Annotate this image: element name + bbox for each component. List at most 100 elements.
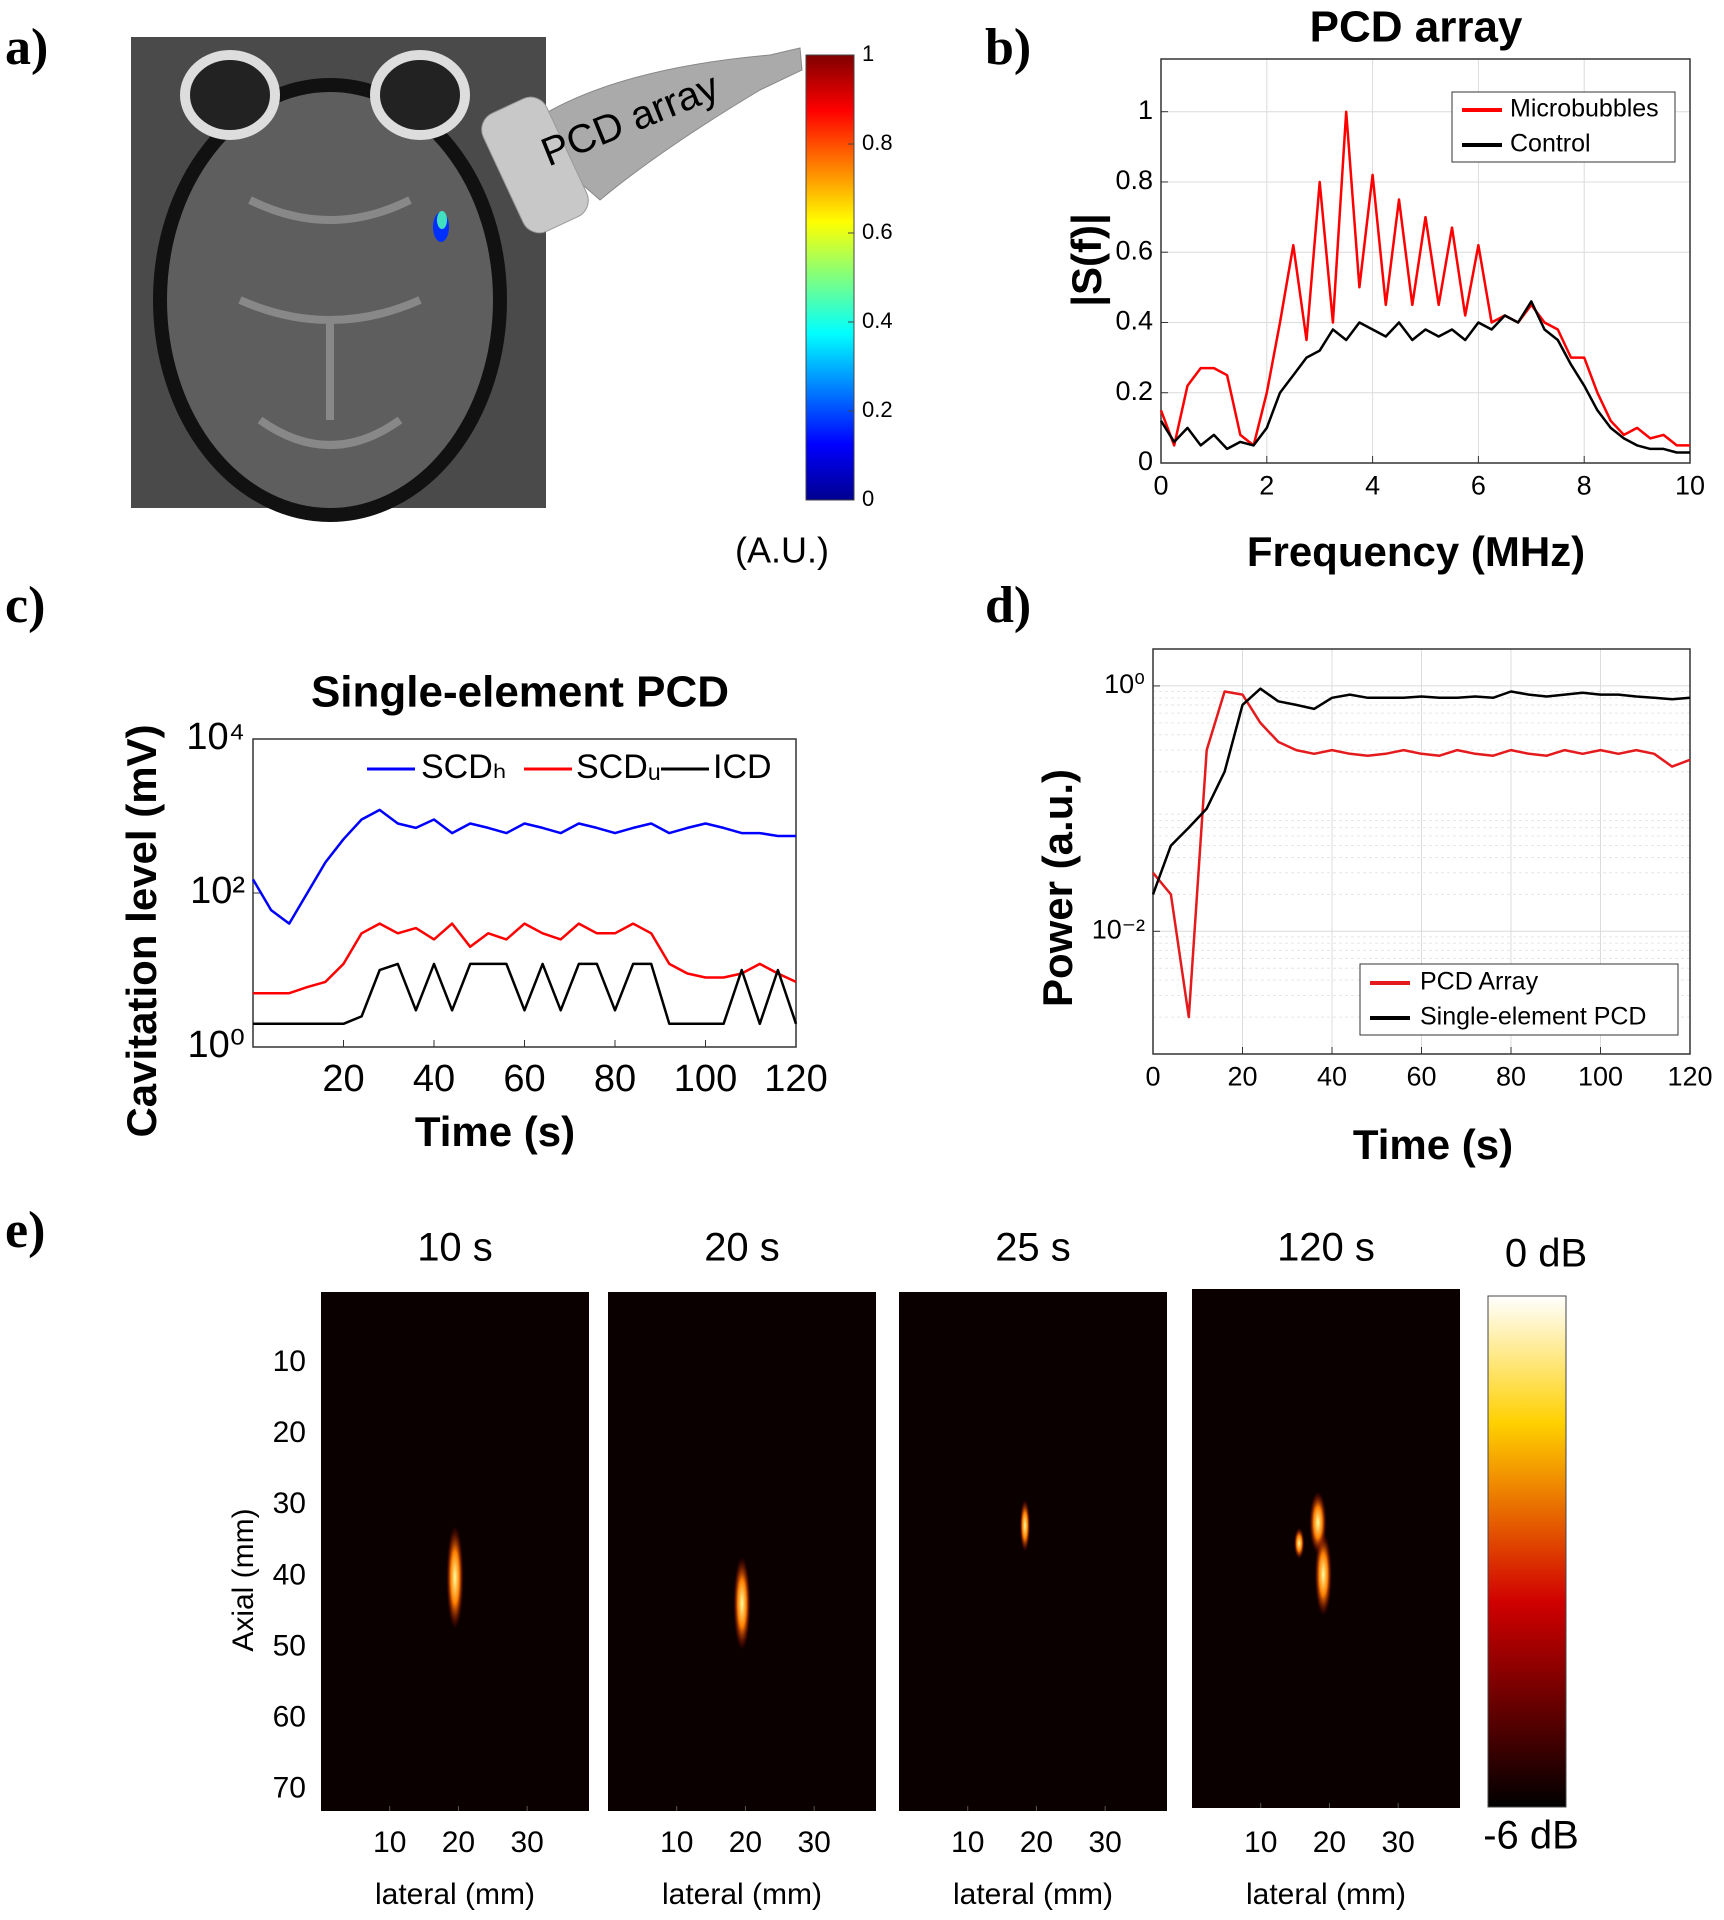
colorbar bbox=[1487, 1295, 1567, 1808]
series-line bbox=[253, 922, 797, 995]
series-line bbox=[1152, 690, 1691, 1019]
y-tick-label: 60 bbox=[273, 1700, 306, 1733]
chart-title: PCD array bbox=[1310, 3, 1523, 52]
y-tick-label: 10² bbox=[190, 870, 245, 912]
probe bbox=[481, 47, 803, 234]
legend-label: SCDᵤ bbox=[576, 748, 661, 786]
x-tick-label: 60 bbox=[1406, 1061, 1436, 1091]
x-tick-label: 30 bbox=[1088, 1826, 1121, 1859]
y-tick-label: 10⁰ bbox=[1104, 669, 1145, 699]
hotspot bbox=[1314, 1532, 1332, 1616]
y-tick-label: 0 bbox=[1138, 446, 1153, 476]
x-tick-label: 0 bbox=[1145, 1061, 1160, 1091]
colorbar-label: 0 dB bbox=[1505, 1232, 1587, 1276]
panel-label: d) bbox=[985, 577, 1031, 634]
x-axis-label: Time (s) bbox=[1353, 1121, 1513, 1168]
y-tick-label: 0.8 bbox=[1115, 165, 1153, 195]
x-tick-label: 20 bbox=[1313, 1826, 1346, 1859]
x-tick-label: 80 bbox=[1496, 1061, 1526, 1091]
colorbar bbox=[805, 54, 855, 501]
x-tick-label: 20 bbox=[1020, 1826, 1053, 1859]
brain-image bbox=[131, 37, 546, 522]
legend-label: Single-element PCD bbox=[1420, 1003, 1647, 1031]
x-tick-label: 30 bbox=[797, 1826, 830, 1859]
x-tick-label: 30 bbox=[510, 1826, 543, 1859]
legend-box bbox=[1451, 91, 1676, 163]
colorbar-tick-label: 1 bbox=[862, 41, 874, 66]
x-tick-label: 100 bbox=[674, 1058, 737, 1100]
legend-label: PCD Array bbox=[1420, 968, 1539, 996]
y-axis-label: |S(f)| bbox=[1063, 213, 1111, 306]
legend-box bbox=[1359, 963, 1679, 1036]
x-axis-label: lateral (mm) bbox=[953, 1878, 1113, 1911]
y-tick-label: 10⁻² bbox=[1092, 914, 1145, 944]
x-tick-label: 4 bbox=[1365, 470, 1380, 500]
colorbar-tick-label: 0.4 bbox=[862, 308, 893, 333]
x-tick-label: 10 bbox=[1244, 1826, 1277, 1859]
hotspot bbox=[733, 1556, 751, 1651]
y-tick-label: 20 bbox=[273, 1416, 306, 1449]
image-title: 25 s bbox=[995, 1226, 1071, 1270]
colorbar-tick-label: 0.2 bbox=[862, 397, 893, 422]
legend-label: ICD bbox=[713, 748, 772, 786]
x-tick-label: 60 bbox=[503, 1058, 545, 1100]
y-tick-label: 0.4 bbox=[1115, 306, 1153, 336]
panel-label: b) bbox=[985, 19, 1031, 76]
y-tick-label: 10 bbox=[273, 1345, 306, 1378]
image-title: 10 s bbox=[417, 1226, 493, 1270]
legend-label: Control bbox=[1510, 130, 1591, 158]
colorbar-tick-label: 0.6 bbox=[862, 219, 893, 244]
panel-label: c) bbox=[5, 577, 45, 634]
x-tick-label: 10 bbox=[373, 1826, 406, 1859]
y-tick-label: 70 bbox=[273, 1772, 306, 1805]
panel-label: e) bbox=[5, 1202, 45, 1259]
hotspot bbox=[1019, 1499, 1031, 1552]
hotspot bbox=[446, 1525, 464, 1630]
y-tick-label: 10⁴ bbox=[186, 716, 245, 758]
plot-frame bbox=[1160, 58, 1691, 464]
colorbar-label: (A.U.) bbox=[735, 530, 829, 571]
x-tick-label: 10 bbox=[660, 1826, 693, 1859]
colorbar-tick-label: 0 bbox=[862, 486, 874, 511]
x-axis-label: lateral (mm) bbox=[1246, 1878, 1406, 1911]
hotspot bbox=[1294, 1527, 1305, 1559]
x-tick-label: 80 bbox=[594, 1058, 636, 1100]
colorbar-label: -6 dB bbox=[1483, 1814, 1579, 1858]
x-axis-label: Time (s) bbox=[415, 1108, 575, 1155]
x-tick-label: 120 bbox=[1667, 1061, 1712, 1091]
x-tick-label: 40 bbox=[413, 1058, 455, 1100]
x-tick-label: 20 bbox=[322, 1058, 364, 1100]
legend-label: SCDₕ bbox=[421, 748, 507, 786]
y-tick-label: 30 bbox=[273, 1487, 306, 1520]
x-tick-label: 2 bbox=[1259, 470, 1274, 500]
x-tick-label: 20 bbox=[442, 1826, 475, 1859]
legend-label: Microbubbles bbox=[1510, 95, 1659, 123]
y-tick-label: 10⁰ bbox=[187, 1024, 245, 1066]
cavitation-map bbox=[899, 1292, 1167, 1811]
series-line bbox=[1159, 110, 1690, 447]
x-tick-label: 6 bbox=[1471, 470, 1486, 500]
series-line bbox=[1151, 687, 1691, 895]
y-tick-label: 50 bbox=[273, 1629, 306, 1662]
y-tick-label: 0.6 bbox=[1115, 235, 1153, 265]
x-tick-label: 20 bbox=[1227, 1061, 1257, 1091]
y-axis-label: Axial (mm) bbox=[227, 1508, 260, 1651]
x-tick-label: 10 bbox=[1675, 470, 1705, 500]
series-line bbox=[251, 808, 796, 925]
x-tick-label: 100 bbox=[1578, 1061, 1623, 1091]
y-tick-label: 40 bbox=[273, 1558, 306, 1591]
panel-label: a) bbox=[5, 19, 48, 76]
chart-title: Single-element PCD bbox=[311, 668, 729, 717]
x-tick-label: 30 bbox=[1381, 1826, 1414, 1859]
y-tick-label: 1 bbox=[1138, 95, 1153, 125]
x-axis-label: lateral (mm) bbox=[662, 1878, 822, 1911]
cavitation-map bbox=[608, 1292, 876, 1811]
colorbar-tick-label: 0.8 bbox=[862, 130, 893, 155]
image-title: 120 s bbox=[1277, 1226, 1375, 1270]
image-title: 20 s bbox=[704, 1226, 780, 1270]
x-tick-label: 0 bbox=[1153, 470, 1168, 500]
y-axis-label: Cavitation level (mV) bbox=[118, 724, 165, 1137]
y-axis-label: Power (a.u.) bbox=[1034, 769, 1081, 1007]
x-tick-label: 120 bbox=[764, 1058, 827, 1100]
